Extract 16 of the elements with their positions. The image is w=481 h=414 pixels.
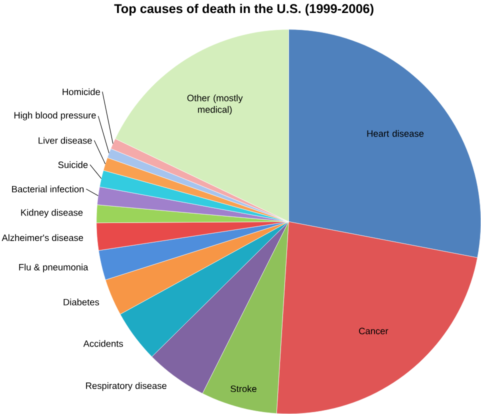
slice-label: Other (mostly medical) (187, 94, 243, 115)
slice-label: Cancer (359, 328, 388, 334)
chart-title: Top causes of death in the U.S. (1999-2006) (114, 4, 374, 16)
slice-label: Heart disease (367, 130, 424, 137)
slice-label: Stroke (230, 385, 256, 392)
slice-label: Bacterial infection (12, 186, 84, 192)
slice-label: Diabetes (64, 298, 100, 306)
slice-label: Alzheimer's disease (2, 234, 84, 242)
slice-label: Respiratory disease (86, 382, 166, 391)
slice-label: Flu & pneumonia (19, 264, 88, 272)
slice-label: Accidents (83, 340, 123, 347)
slice-label: Kidney disease (21, 209, 83, 218)
slice-label: Suicide (58, 161, 88, 168)
slice-label: Liver disease (38, 136, 92, 144)
slice-label: Homicide (62, 88, 100, 96)
slice-label: High blood pressure (14, 112, 96, 120)
